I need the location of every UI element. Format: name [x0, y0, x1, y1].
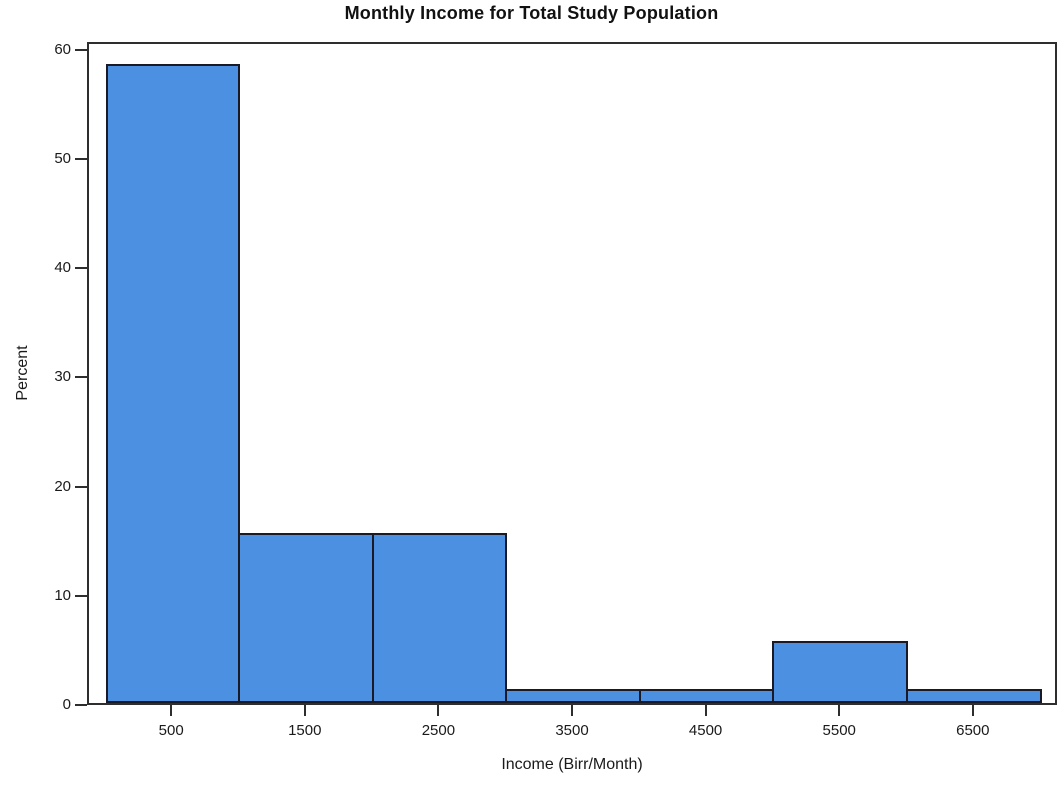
y-tick-label: 50	[54, 149, 71, 167]
y-tick-label: 10	[54, 586, 71, 604]
x-tick-label: 6500	[956, 722, 990, 739]
histogram-bar	[638, 688, 775, 703]
x-tick-mark	[170, 705, 173, 716]
x-tick-label: 5500	[822, 722, 856, 739]
x-tick-label: 4500	[688, 722, 723, 739]
y-tick-mark	[75, 376, 87, 379]
y-tick-label: 30	[54, 368, 71, 386]
y-tick-label: 40	[54, 259, 71, 277]
histogram-bar	[237, 532, 374, 703]
x-tick-label: 500	[158, 722, 184, 739]
y-tick-label: 0	[62, 696, 71, 713]
histogram-bar	[106, 64, 240, 703]
x-tick-mark	[971, 705, 974, 716]
y-tick-mark	[75, 48, 87, 51]
histogram-bar	[772, 640, 908, 703]
y-tick-mark	[75, 267, 87, 270]
histogram-bar	[505, 688, 641, 703]
x-tick-mark	[303, 705, 306, 716]
x-tick-mark	[437, 705, 440, 716]
x-axis-label: Income (Birr/Month)	[501, 756, 643, 773]
plot-area	[87, 42, 1057, 705]
x-tick-mark	[704, 705, 707, 716]
chart-title: Monthly Income for Total Study Populatio…	[344, 3, 719, 23]
y-tick-mark	[75, 157, 87, 160]
x-tick-label: 3500	[555, 722, 589, 739]
y-tick-mark	[75, 485, 87, 488]
x-tick-mark	[838, 705, 841, 716]
histogram-bar	[906, 688, 1042, 703]
x-tick-label: 1500	[288, 722, 322, 739]
x-tick-mark	[571, 705, 573, 716]
x-tick-label: 2500	[421, 722, 456, 739]
y-tick-label: 20	[54, 477, 71, 495]
y-tick-mark	[75, 594, 87, 597]
histogram-bar	[371, 532, 508, 703]
y-tick-label: 60	[54, 40, 71, 58]
y-tick-mark	[75, 704, 87, 706]
